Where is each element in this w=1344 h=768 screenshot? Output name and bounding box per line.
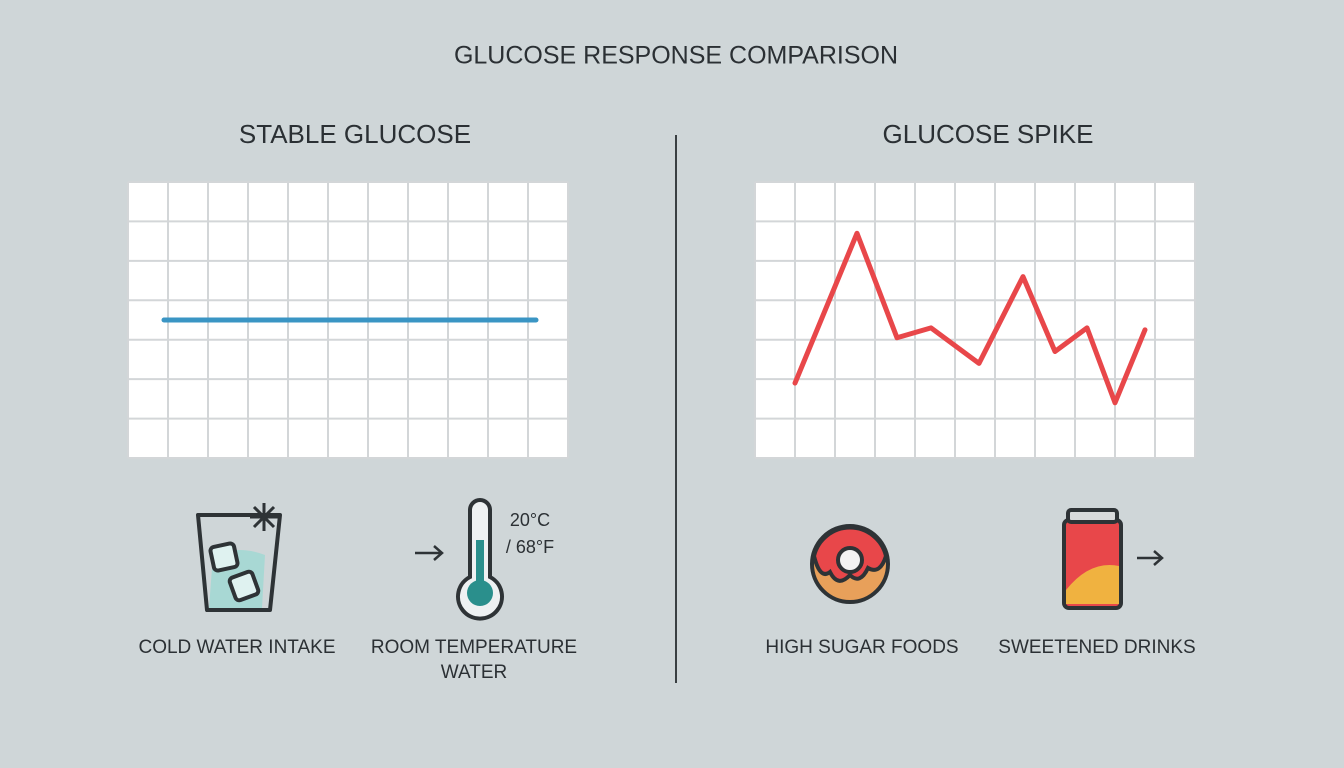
chart-title: STABLE GLUCOSE — [239, 119, 471, 149]
donut-icon — [810, 524, 890, 604]
temp-label: / 68°F — [506, 537, 554, 557]
caption: ROOM TEMPERATURE — [371, 637, 577, 658]
thermometer-icon — [415, 498, 504, 621]
caption: SWEETENED DRINKS — [998, 637, 1195, 658]
main-title: GLUCOSE RESPONSE COMPARISON — [454, 42, 898, 70]
temp-label: 20°C — [510, 510, 550, 530]
caption: WATER — [441, 662, 508, 683]
data-line — [792, 230, 1148, 406]
plot-area — [755, 182, 1195, 458]
chart-title: GLUCOSE SPIKE — [883, 119, 1094, 149]
caption: HIGH SUGAR FOODS — [765, 637, 958, 658]
can-icon — [1062, 508, 1164, 610]
cold-water-icon — [196, 503, 282, 612]
caption: COLD WATER INTAKE — [138, 637, 335, 658]
